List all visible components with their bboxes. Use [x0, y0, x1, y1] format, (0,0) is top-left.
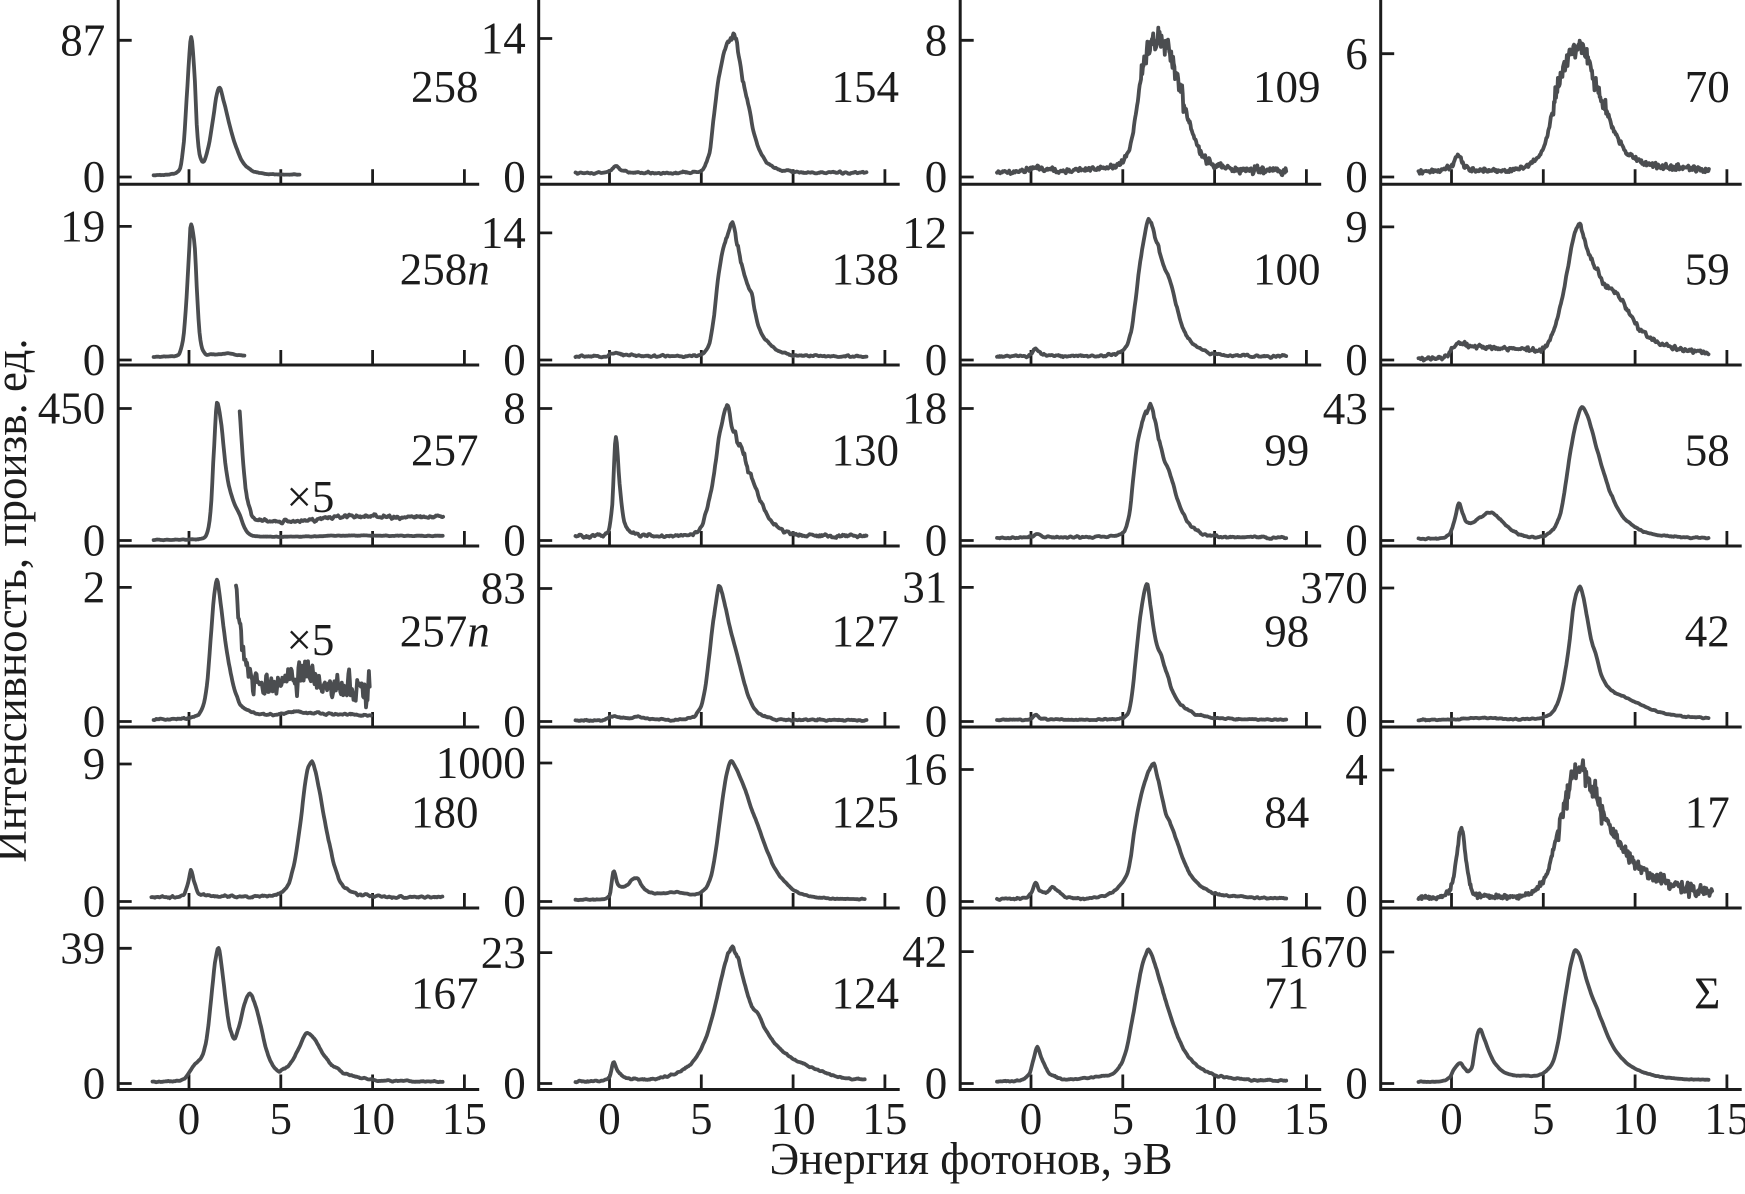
svg-text:257: 257 [411, 425, 479, 475]
svg-text:98: 98 [1264, 606, 1309, 656]
svg-text:0: 0 [598, 1094, 621, 1144]
svg-text:109: 109 [1253, 62, 1321, 112]
svg-text:0: 0 [503, 1059, 526, 1109]
svg-text:83: 83 [481, 564, 526, 614]
svg-text:0: 0 [1440, 1094, 1463, 1144]
svg-text:17: 17 [1685, 787, 1730, 837]
svg-text:0: 0 [503, 335, 526, 385]
svg-text:0: 0 [503, 877, 526, 927]
svg-text:15: 15 [1284, 1094, 1329, 1144]
svg-text:130: 130 [831, 425, 899, 475]
svg-text:0: 0 [925, 335, 948, 385]
svg-text:180: 180 [411, 787, 479, 837]
svg-text:×5: ×5 [286, 472, 334, 522]
svg-text:0: 0 [1345, 516, 1368, 566]
svg-text:125: 125 [831, 787, 899, 837]
svg-text:370: 370 [1300, 563, 1368, 613]
svg-text:99: 99 [1264, 425, 1309, 475]
svg-text:0: 0 [925, 877, 948, 927]
svg-text:9: 9 [1345, 202, 1368, 252]
svg-text:0: 0 [1345, 1059, 1368, 1109]
svg-text:257n: 257n [400, 606, 490, 656]
svg-text:0: 0 [925, 152, 948, 202]
svg-text:0: 0 [83, 877, 106, 927]
svg-text:71: 71 [1264, 969, 1309, 1019]
svg-text:0: 0 [1345, 877, 1368, 927]
svg-text:0: 0 [1345, 152, 1368, 202]
svg-text:Энергия фотонов, эВ: Энергия фотонов, эВ [769, 1134, 1172, 1184]
svg-text:12: 12 [902, 208, 947, 258]
svg-text:0: 0 [925, 1059, 948, 1109]
svg-text:1000: 1000 [436, 738, 526, 788]
svg-text:Σ: Σ [1694, 969, 1720, 1019]
svg-text:31: 31 [902, 563, 947, 613]
svg-text:5: 5 [1532, 1094, 1555, 1144]
svg-text:59: 59 [1685, 244, 1730, 294]
svg-text:39: 39 [60, 924, 105, 974]
svg-text:124: 124 [831, 969, 899, 1019]
svg-text:6: 6 [1345, 29, 1368, 79]
svg-text:127: 127 [831, 606, 899, 656]
svg-text:58: 58 [1685, 425, 1730, 475]
svg-text:9: 9 [83, 739, 106, 789]
svg-text:84: 84 [1264, 787, 1309, 837]
svg-text:5: 5 [270, 1094, 293, 1144]
svg-text:100: 100 [1253, 244, 1321, 294]
svg-text:10: 10 [1613, 1094, 1658, 1144]
svg-text:4: 4 [1345, 745, 1368, 795]
svg-text:167: 167 [411, 969, 479, 1019]
svg-text:15: 15 [862, 1094, 907, 1144]
svg-text:×5: ×5 [286, 615, 334, 665]
svg-text:23: 23 [481, 928, 526, 978]
svg-text:10: 10 [350, 1094, 395, 1144]
svg-text:154: 154 [831, 62, 899, 112]
svg-text:87: 87 [60, 16, 105, 66]
svg-text:10: 10 [1192, 1094, 1237, 1144]
svg-text:138: 138 [831, 244, 899, 294]
svg-text:18: 18 [902, 384, 947, 434]
svg-text:14: 14 [481, 14, 526, 64]
svg-text:10: 10 [771, 1094, 816, 1144]
svg-text:42: 42 [1685, 606, 1730, 656]
svg-text:70: 70 [1685, 62, 1730, 112]
svg-text:258: 258 [411, 62, 479, 112]
svg-text:0: 0 [925, 697, 948, 747]
svg-text:0: 0 [1345, 335, 1368, 385]
svg-text:8: 8 [925, 16, 948, 66]
svg-text:0: 0 [503, 152, 526, 202]
svg-text:0: 0 [83, 335, 106, 385]
svg-text:16: 16 [902, 745, 947, 795]
svg-text:42: 42 [902, 927, 947, 977]
svg-text:1670: 1670 [1278, 927, 1368, 977]
svg-text:0: 0 [503, 516, 526, 566]
svg-text:19: 19 [60, 202, 105, 252]
svg-text:Интенсивность, произв. ед.: Интенсивность, произв. ед. [0, 338, 36, 862]
svg-text:0: 0 [83, 516, 106, 566]
svg-text:0: 0 [1345, 697, 1368, 747]
svg-text:8: 8 [503, 384, 526, 434]
svg-text:15: 15 [442, 1094, 487, 1144]
svg-text:258n: 258n [400, 244, 490, 294]
svg-text:0: 0 [83, 152, 106, 202]
svg-text:0: 0 [83, 697, 106, 747]
svg-text:0: 0 [83, 1059, 106, 1109]
svg-text:5: 5 [1112, 1094, 1135, 1144]
svg-text:15: 15 [1704, 1094, 1745, 1144]
svg-text:5: 5 [690, 1094, 713, 1144]
svg-text:450: 450 [38, 384, 106, 434]
svg-text:0: 0 [503, 697, 526, 747]
svg-text:2: 2 [83, 563, 106, 613]
svg-text:43: 43 [1323, 384, 1368, 434]
svg-text:0: 0 [925, 516, 948, 566]
svg-text:0: 0 [1020, 1094, 1043, 1144]
svg-text:14: 14 [481, 208, 526, 258]
svg-text:0: 0 [178, 1094, 201, 1144]
